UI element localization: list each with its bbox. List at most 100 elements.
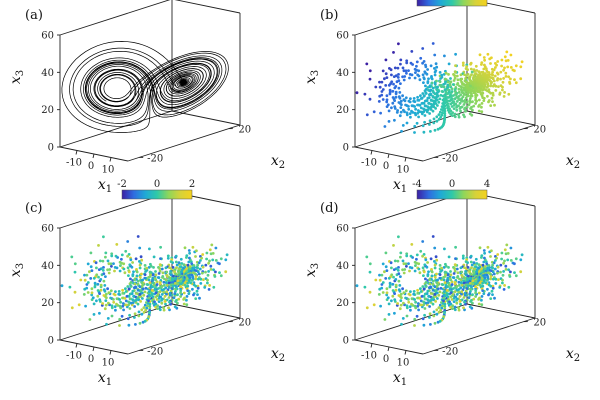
data-point (394, 95, 398, 99)
data-point (431, 42, 435, 45)
data-point (171, 284, 175, 288)
data-point (480, 303, 484, 307)
data-point (505, 50, 509, 54)
data-point (489, 82, 493, 85)
data-point (179, 287, 183, 291)
data-point (152, 298, 155, 301)
data-point (388, 92, 392, 96)
box-edge (59, 110, 173, 148)
data-point (422, 300, 425, 304)
box-edge (59, 0, 171, 36)
data-point (480, 61, 484, 64)
data-point (435, 308, 439, 312)
data-point (127, 270, 131, 274)
data-point (442, 85, 446, 89)
data-point (456, 82, 460, 85)
data-point (185, 303, 189, 307)
y-axis-line (422, 317, 536, 355)
data-point (155, 280, 159, 284)
data-point (160, 298, 164, 302)
data-point (419, 97, 423, 100)
data-point (127, 323, 131, 327)
data-point (519, 77, 523, 81)
data-point (107, 301, 110, 305)
data-point (489, 79, 492, 83)
data-point (391, 289, 395, 292)
box-edge (174, 0, 241, 14)
data-point (436, 297, 439, 300)
data-point (432, 117, 436, 121)
data-point (168, 300, 171, 304)
data-point (422, 110, 426, 114)
data-point (474, 86, 477, 90)
data-point (128, 297, 132, 301)
data-point (397, 279, 401, 283)
data-point (463, 291, 467, 295)
data-point (454, 245, 457, 249)
data-point (466, 81, 470, 85)
data-point (129, 281, 133, 284)
data-point (458, 107, 462, 110)
data-point (514, 274, 518, 278)
colorbar (416, 189, 488, 200)
data-point (486, 287, 489, 291)
data-point (98, 259, 102, 263)
data-point (433, 73, 437, 77)
data-point (494, 84, 498, 88)
data-point (391, 294, 395, 298)
data-point (419, 94, 422, 98)
data-point (470, 266, 473, 269)
data-point (413, 105, 416, 108)
data-point (433, 128, 437, 132)
data-point (129, 285, 133, 288)
data-point (491, 73, 494, 77)
data-point (486, 276, 490, 280)
data-point (457, 288, 461, 291)
data-point (485, 80, 489, 84)
data-point (192, 293, 195, 297)
data-point (121, 304, 125, 308)
data-point (140, 291, 144, 295)
data-point (155, 298, 159, 301)
data-point (486, 94, 489, 98)
data-point (393, 118, 396, 122)
data-point (174, 254, 178, 258)
data-point (502, 270, 505, 273)
data-point (104, 303, 108, 307)
data-point (193, 266, 196, 270)
data-point (496, 78, 499, 82)
data-point (164, 281, 168, 285)
data-point (397, 272, 401, 276)
data-point (479, 284, 482, 287)
data-point (102, 266, 105, 269)
data-point (435, 79, 438, 83)
x-tick-label: 10 (397, 165, 410, 176)
data-point (402, 301, 405, 305)
data-point (200, 256, 204, 260)
data-point (431, 89, 435, 93)
data-point (508, 275, 512, 278)
data-point (179, 295, 183, 298)
data-point (126, 266, 130, 270)
data-point (176, 279, 180, 282)
data-point (503, 66, 506, 70)
data-point (191, 287, 194, 291)
data-point (459, 266, 463, 270)
data-point (131, 261, 135, 264)
data-point (131, 298, 135, 302)
data-point (480, 85, 484, 89)
data-point (455, 298, 458, 302)
data-point (422, 294, 426, 298)
data-point (482, 260, 486, 264)
data-point (125, 295, 129, 298)
data-point (483, 58, 486, 62)
data-point (489, 275, 493, 278)
data-point (462, 88, 466, 92)
data-point (446, 292, 449, 295)
data-point (407, 107, 411, 111)
box-edge (354, 110, 468, 148)
data-point (438, 276, 442, 280)
data-point (419, 56, 423, 60)
data-point (124, 299, 128, 303)
